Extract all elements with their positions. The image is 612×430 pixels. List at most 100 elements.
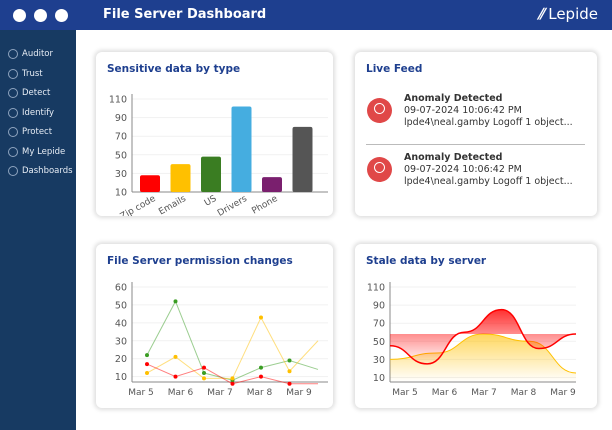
data-point[interactable] (230, 381, 235, 386)
sensitive-data-card: Sensitive data by type 10 30 50 70 90 110 Zip … (96, 52, 333, 216)
y-tick-label: 30 (373, 355, 385, 366)
data-point[interactable] (287, 358, 292, 363)
shield-icon (8, 68, 18, 79)
data-point[interactable] (259, 374, 263, 379)
y-tick-label: 110 (367, 283, 385, 294)
x-tick-label: Mar 6 (432, 388, 458, 398)
x-tick-label: Mar 6 (168, 388, 194, 398)
feed-time: 09-07-2024 10:06:42 PM (404, 164, 522, 175)
sidebar-item-label: Trust (22, 68, 43, 79)
y-tick-label: 70 (373, 319, 385, 330)
sidebar-item-detect[interactable]: Detect (8, 88, 50, 98)
area-chart: 10 30 50 70 90 110 Mar 5 Mar 6 Mar 7 Mar 8 Mar 9 (367, 282, 576, 398)
y-tick-label: 110 (109, 95, 127, 106)
id-card-icon (8, 107, 18, 118)
y-tick-label: 20 (115, 354, 127, 365)
sidebar-item-label: My Lepide (22, 146, 66, 157)
window-minimize-button[interactable] (34, 9, 47, 22)
x-tick-label: Mar 8 (511, 388, 537, 398)
lepide-logo: ⫽ Lepide (537, 5, 598, 23)
app-title: File Server Dashboard (103, 7, 267, 22)
data-point[interactable] (259, 315, 263, 320)
y-tick-label: 90 (115, 113, 127, 124)
x-tick-label: Mar 7 (471, 388, 497, 398)
feed-title: Anomaly Detected (404, 152, 503, 163)
sidebar-item-identify[interactable]: Identify (8, 107, 55, 118)
window-close-button[interactable] (13, 9, 26, 22)
x-tick-label: Mar 9 (286, 388, 312, 398)
bar[interactable] (140, 175, 160, 192)
card-title: File Server permission changes (107, 255, 293, 267)
stale-data-card: Stale data by server 10 30 50 70 90 110 Mar 5 M… (355, 244, 597, 408)
y-tick-label: 70 (115, 132, 127, 143)
card-title: Stale data by server (366, 255, 487, 267)
data-point[interactable] (287, 369, 292, 374)
permission-changes-card: File Server permission changes 10 20 30 40 5… (96, 244, 333, 408)
x-tick-label: Mar 7 (207, 388, 233, 398)
star-icon (8, 146, 18, 157)
anomaly-icon (367, 157, 392, 182)
sidebar-item-dashboards[interactable]: Dashboards (8, 166, 73, 176)
x-tick-label: Emails (157, 194, 188, 216)
x-tick-label: Drivers (216, 194, 249, 216)
sidebar-item-label: Auditor (22, 49, 53, 59)
data-point[interactable] (230, 376, 235, 381)
x-tick-label: Mar 8 (247, 388, 273, 398)
data-point[interactable] (202, 365, 206, 370)
feed-item[interactable]: Anomaly Detected 09-07-2024 10:06:42 PM lp… (367, 93, 573, 129)
y-tick-label: 60 (115, 283, 127, 294)
window-maximize-button[interactable] (55, 9, 68, 22)
y-tick-label: 10 (115, 188, 127, 199)
data-point[interactable] (259, 365, 263, 370)
divider (366, 144, 585, 145)
series-area (390, 334, 576, 382)
data-point[interactable] (145, 362, 149, 367)
feed-title: Anomaly Detected (404, 93, 503, 104)
bar[interactable] (292, 126, 313, 192)
series-area (390, 309, 576, 364)
data-point[interactable] (173, 374, 178, 379)
anomaly-icon (367, 98, 392, 123)
card-title: Live Feed (366, 63, 423, 75)
megaphone-icon (8, 49, 18, 59)
bar[interactable] (201, 156, 221, 192)
data-point[interactable] (173, 299, 178, 304)
card-title: Sensitive data by type (107, 63, 241, 75)
sidebar-item-my-lepide[interactable]: My Lepide (8, 146, 66, 157)
sidebar-item-protect[interactable]: Protect (8, 127, 52, 137)
x-tick-label: Phone (250, 194, 280, 216)
sidebar-item-label: Identify (22, 107, 55, 118)
y-tick-label: 50 (115, 150, 127, 161)
data-point[interactable] (202, 371, 206, 376)
data-point[interactable] (145, 371, 149, 376)
data-point[interactable] (145, 353, 149, 358)
y-tick-label: 30 (115, 169, 127, 180)
x-tick-label: Mar 5 (392, 388, 418, 398)
sidebar-item-label: Detect (22, 88, 51, 98)
sidebar-item-label: Protect (22, 127, 53, 137)
sidebar: Auditor Trust Detect Identify Protect My Lepi… (0, 30, 76, 430)
feed-item[interactable]: Anomaly Detected 09-07-2024 10:06:42 PM lp… (367, 152, 573, 188)
bar[interactable] (231, 106, 252, 192)
x-tick-label: Mar 9 (550, 388, 576, 398)
bar[interactable] (262, 177, 282, 192)
y-tick-label: 50 (373, 337, 385, 348)
feed-detail: lpde4\neal.gamby Logoff 1 object... (404, 117, 573, 128)
sidebar-item-trust[interactable]: Trust (8, 68, 43, 79)
y-tick-label: 40 (115, 318, 127, 329)
logo-mark-icon: ⫽ (537, 5, 545, 23)
data-point[interactable] (287, 381, 292, 386)
sidebar-item-label: Dashboards (22, 166, 73, 176)
y-tick-label: 90 (373, 301, 385, 312)
y-tick-label: 30 (115, 336, 127, 347)
data-point[interactable] (173, 354, 178, 359)
lock-board-icon (8, 127, 18, 137)
feed-detail: lpde4\neal.gamby Logoff 1 object... (404, 176, 573, 187)
y-tick-label: 10 (373, 373, 385, 384)
sidebar-item-auditor[interactable]: Auditor (8, 49, 53, 59)
data-point[interactable] (202, 376, 206, 381)
bar[interactable] (170, 164, 191, 192)
title-bar: File Server Dashboard ⫽ Lepide (0, 0, 612, 30)
y-tick-label: 50 (115, 300, 127, 311)
